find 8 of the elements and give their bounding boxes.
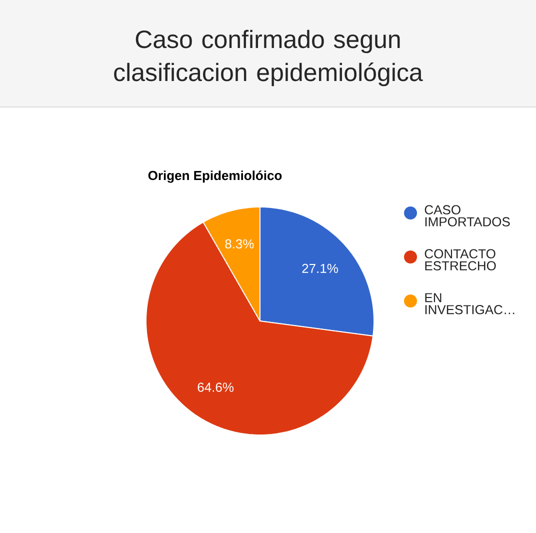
- data-label: 27.1%: [302, 264, 338, 273]
- legend-label: CONTACTO ESTRECHO: [424, 249, 496, 270]
- legend-label: CASO IMPORTADOS: [424, 205, 510, 226]
- chart-subtitle: Origen Epidemiolóico: [148, 170, 282, 183]
- data-label: 64.6%: [198, 382, 234, 392]
- data-label: 8.3%: [225, 239, 254, 248]
- chart-title: Caso confirmado segun clasificacion epidemiológica: [114, 30, 423, 86]
- legend-label: EN INVESTIGAC…: [425, 293, 514, 314]
